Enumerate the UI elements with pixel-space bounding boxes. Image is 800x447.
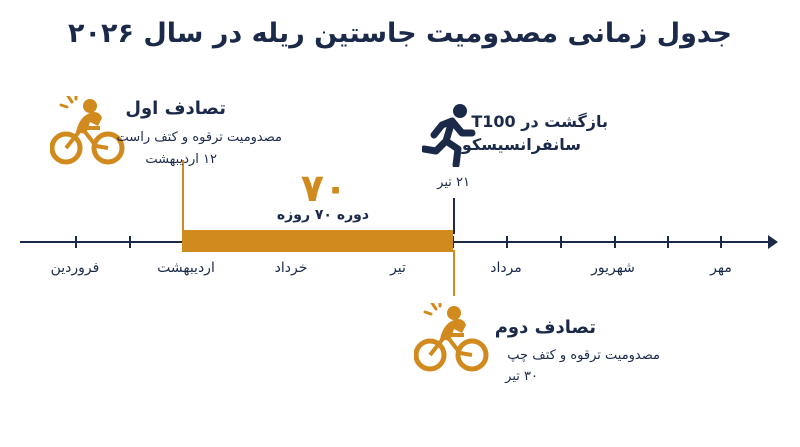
- cyclist-injury-icon: [50, 96, 125, 165]
- month-label: مرداد: [490, 260, 522, 276]
- comeback-date: ۲۱ تیر: [437, 175, 470, 190]
- event1-detail: مصدومیت ترقوه و کتف راست: [116, 130, 282, 145]
- event2-detail: مصدومیت ترقوه و کتف چپ: [507, 348, 660, 363]
- runner-icon: [422, 104, 476, 167]
- month-label: فروردین: [50, 260, 100, 276]
- axis-arrow-icon: [768, 235, 778, 249]
- axis-tick: [75, 236, 77, 248]
- comeback-title: بازگشت در T100: [471, 112, 608, 131]
- month-label: خرداد: [274, 260, 308, 276]
- event1-connector: [182, 160, 184, 235]
- injury-period-bar: [182, 230, 453, 252]
- month-label: مهر: [710, 260, 732, 276]
- period-label: دوره ۷۰ روزه: [276, 207, 370, 223]
- cyclist-injury-icon: [414, 303, 489, 372]
- event1-date: ۱۲ اردیبهشت: [145, 152, 217, 167]
- period-days-number: ۷۰: [300, 166, 348, 210]
- axis-tick: [560, 236, 562, 248]
- event1-title: تصادف اول: [125, 98, 226, 119]
- event2-connector: [453, 250, 455, 296]
- month-label: شهریور: [591, 260, 635, 276]
- axis-tick: [614, 236, 616, 248]
- comeback-subtitle: سانفرانسیسکو: [461, 135, 581, 154]
- comeback-connector: [453, 198, 455, 234]
- axis-tick: [452, 236, 454, 248]
- month-label: تیر: [390, 260, 406, 276]
- axis-tick: [129, 236, 131, 248]
- axis-tick: [667, 236, 669, 248]
- axis-tick: [720, 236, 722, 248]
- event2-title: تصادف دوم: [494, 317, 596, 338]
- page-title: جدول زمانی مصدومیت جاستین ریله در سال ۲۰…: [68, 18, 732, 49]
- event2-date: ۳۰ تیر: [505, 369, 538, 384]
- month-label: اردیبهشت: [157, 260, 215, 276]
- axis-tick: [506, 236, 508, 248]
